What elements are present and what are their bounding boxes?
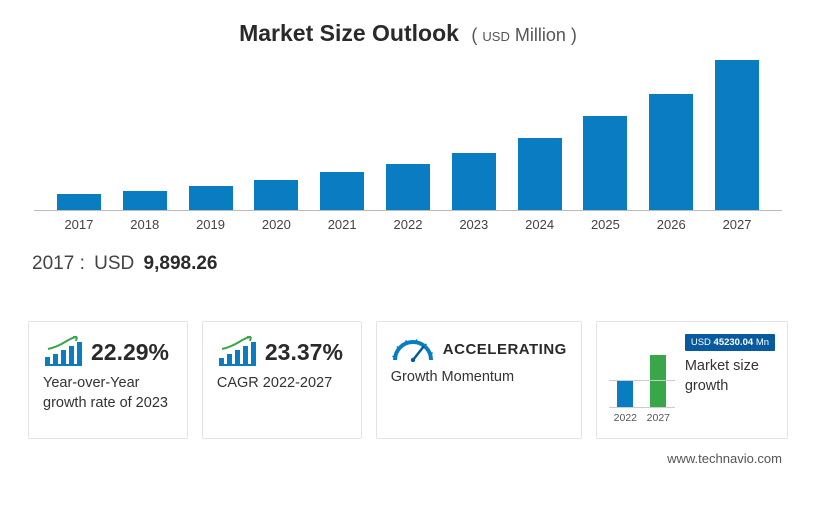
- bar-label: 2019: [178, 217, 244, 232]
- bar-label: 2022: [375, 217, 441, 232]
- momentum-desc: Growth Momentum: [391, 368, 567, 388]
- card-yoy: 22.29% Year-over-Year growth rate of 202…: [28, 321, 188, 439]
- bar-label: 2026: [638, 217, 704, 232]
- bar: [189, 186, 233, 210]
- bar-slot: [573, 116, 639, 210]
- bar: [518, 138, 562, 210]
- bar-slot: [309, 172, 375, 210]
- title-sub: ( USD Million ): [471, 25, 577, 45]
- chart-title: Market Size Outlook ( USD Million ): [28, 20, 788, 47]
- mini-bar-label: 2027: [647, 412, 670, 424]
- bar: [452, 153, 496, 210]
- mini-bar-label: 2022: [614, 412, 637, 424]
- bar-label: 2018: [112, 217, 178, 232]
- bar-label: 2027: [704, 217, 770, 232]
- title-main: Market Size Outlook: [239, 20, 459, 46]
- bar-growth-icon: [217, 336, 257, 368]
- bar-slot: [178, 186, 244, 210]
- bar: [123, 191, 167, 210]
- bar-slot: [507, 138, 573, 210]
- bar-slot: [46, 194, 112, 210]
- bar-label: 2021: [309, 217, 375, 232]
- cagr-value: 23.37%: [265, 339, 343, 366]
- yoy-desc: Year-over-Year growth rate of 2023: [43, 374, 173, 413]
- bar-label: 2017: [46, 217, 112, 232]
- bar: [320, 172, 364, 210]
- bar-label: 2024: [507, 217, 573, 232]
- growth-desc: Market size growth: [685, 357, 775, 396]
- bar-label: 2020: [243, 217, 309, 232]
- bar: [715, 60, 759, 210]
- bar-slot: [112, 191, 178, 210]
- bar-chart: 2017201820192020202120222023202420252026…: [34, 61, 782, 231]
- bar-slot: [243, 180, 309, 210]
- growth-pill: USD 45230.04 Mn: [685, 334, 775, 351]
- bar-slot: [441, 153, 507, 210]
- bar-slot: [704, 60, 770, 210]
- card-growth: 2022 2027 USD 45230.04 Mn Market size gro…: [596, 321, 788, 439]
- bar: [649, 94, 693, 210]
- cagr-desc: CAGR 2022-2027: [217, 374, 347, 394]
- bar: [386, 164, 430, 210]
- footer-link: www.technavio.com: [28, 451, 788, 466]
- bar-label: 2025: [573, 217, 639, 232]
- bar-slot: [375, 164, 441, 210]
- bar-slot: [638, 94, 704, 210]
- bar-label: 2023: [441, 217, 507, 232]
- bar-growth-icon: [43, 336, 83, 368]
- gauge-icon: [391, 336, 435, 362]
- momentum-headline: Accelerating: [443, 341, 567, 358]
- bar: [254, 180, 298, 210]
- card-cagr: 23.37% CAGR 2022-2027: [202, 321, 362, 439]
- bar: [583, 116, 627, 210]
- yoy-value: 22.29%: [91, 339, 169, 366]
- bar: [57, 194, 101, 210]
- card-momentum: Accelerating Growth Momentum: [376, 321, 582, 439]
- mini-bar-chart: 2022 2027: [609, 334, 675, 424]
- mini-bar: [617, 381, 633, 407]
- metric-cards: 22.29% Year-over-Year growth rate of 202…: [28, 321, 788, 439]
- year-value-readout: 2017 : USD 9,898.26: [32, 253, 784, 275]
- mini-bar: [650, 355, 666, 407]
